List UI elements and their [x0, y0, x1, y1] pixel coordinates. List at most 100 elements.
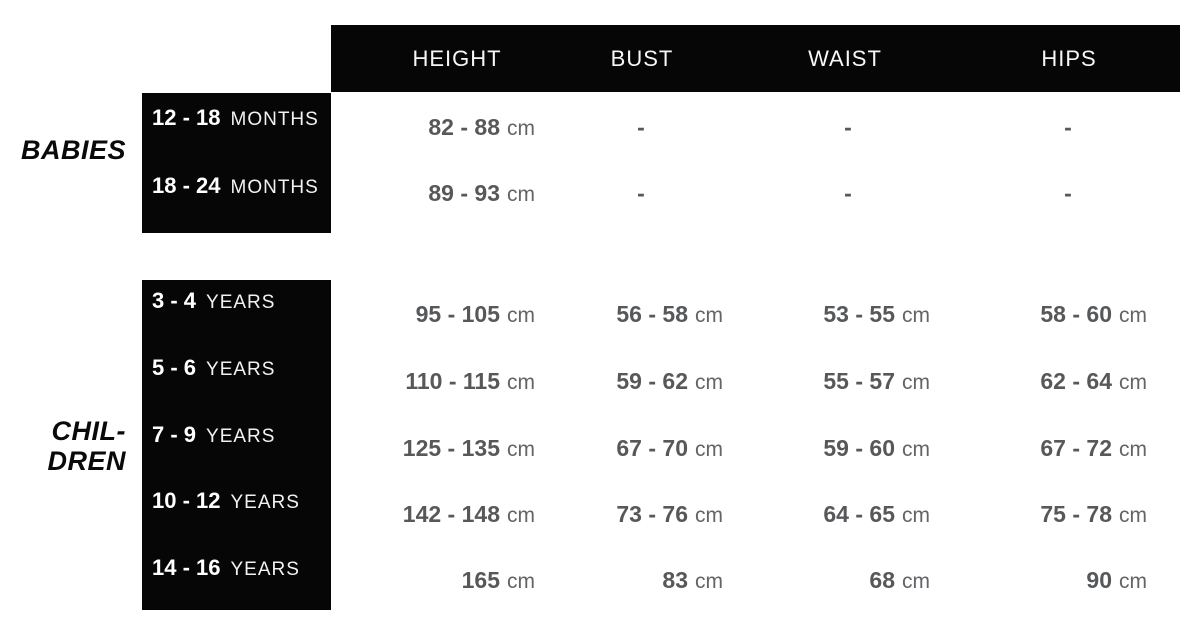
age-range-numbers: 18 - 24	[152, 173, 221, 198]
age-range-numbers: 5 - 6	[152, 355, 197, 380]
waist-value-cell: 64 - 65 cm	[823, 499, 930, 529]
waist-value-cell: 53 - 55 cm	[823, 299, 930, 329]
bust-value: 73 - 76	[616, 501, 688, 527]
column-header-bar: HEIGHT BUST WAIST HIPS	[331, 25, 1180, 92]
waist-value-cell: 68 cm	[869, 565, 930, 595]
bust-value-cell: 73 - 76 cm	[616, 499, 723, 529]
bust-value-cell: 67 - 70 cm	[616, 433, 723, 463]
height-value-cell: 142 - 148 cm	[403, 499, 535, 529]
unit-cm-label: cm	[695, 504, 723, 527]
unit-cm-label: cm	[695, 570, 723, 593]
unit-cm-label: cm	[1119, 438, 1147, 461]
no-value-dash-text: -	[1064, 180, 1072, 206]
unit-cm-label: cm	[902, 570, 930, 593]
unit-cm-label: cm	[1119, 371, 1147, 394]
no-value-dash-text: -	[844, 180, 852, 206]
age-range-unit: MONTHS	[230, 109, 319, 130]
hips-value-cell: 58 - 60 cm	[1040, 299, 1147, 329]
hips-value-cell: 67 - 72 cm	[1040, 433, 1147, 463]
height-value: 125 - 135	[402, 435, 500, 461]
age-range-unit: YEARS	[206, 292, 276, 313]
hips-value-cell: 62 - 64 cm	[1040, 366, 1147, 396]
hips-value: 58 - 60	[1040, 301, 1112, 327]
age-range-label: 3 - 4 YEARS	[152, 286, 275, 316]
no-value-dash: -	[1064, 178, 1072, 208]
waist-value: 64 - 65	[823, 501, 895, 527]
bust-value-cell: 59 - 62 cm	[616, 366, 723, 396]
age-range-unit: YEARS	[230, 492, 300, 513]
unit-cm-label: cm	[902, 438, 930, 461]
no-value-dash: -	[637, 178, 645, 208]
bust-value-cell: 56 - 58 cm	[616, 299, 723, 329]
unit-cm-label: cm	[695, 371, 723, 394]
height-value: 95 - 105	[415, 301, 500, 327]
unit-cm-label: cm	[902, 504, 930, 527]
hips-value: 75 - 78	[1040, 501, 1112, 527]
age-range-label: 14 - 16 YEARS	[152, 553, 300, 583]
height-value-cell: 95 - 105 cm	[416, 299, 535, 329]
waist-value-cell: 59 - 60 cm	[823, 433, 930, 463]
waist-value: 53 - 55	[823, 301, 895, 327]
unit-cm-label: cm	[1119, 304, 1147, 327]
height-value-cell: 82 - 88 cm	[428, 112, 535, 142]
age-range-label: 10 - 12 YEARS	[152, 486, 300, 516]
unit-cm-label: cm	[507, 570, 535, 593]
babies-age-box	[142, 93, 331, 233]
age-range-label: 12 - 18 MONTHS	[152, 103, 319, 133]
bust-value-cell: 83 cm	[662, 565, 723, 595]
group-name-line: BABIES	[20, 135, 126, 165]
unit-cm-label: cm	[695, 304, 723, 327]
column-header-waist: WAIST	[808, 45, 882, 71]
height-value: 110 - 115	[405, 368, 500, 394]
no-value-dash-text: -	[637, 180, 645, 206]
bust-value: 83	[662, 567, 688, 593]
height-value: 142 - 148	[402, 501, 500, 527]
age-range-numbers: 10 - 12	[152, 488, 221, 513]
no-value-dash: -	[844, 178, 852, 208]
column-header-hips: HIPS	[1041, 45, 1097, 71]
children-age-box	[142, 280, 331, 610]
column-header-height: HEIGHT	[412, 45, 502, 71]
bust-value: 56 - 58	[616, 301, 688, 327]
age-range-numbers: 14 - 16	[152, 555, 221, 580]
waist-value-cell: 55 - 57 cm	[823, 366, 930, 396]
hips-value: 90	[1086, 567, 1112, 593]
age-range-label: 5 - 6 YEARS	[152, 353, 275, 383]
unit-cm-label: cm	[902, 304, 930, 327]
height-value: 82 - 88	[428, 114, 500, 140]
height-value-cell: 89 - 93 cm	[428, 178, 535, 208]
height-value-cell: 165 cm	[462, 565, 535, 595]
waist-value: 68	[869, 567, 895, 593]
no-value-dash: -	[844, 112, 852, 142]
unit-cm-label: cm	[1119, 504, 1147, 527]
age-range-unit: YEARS	[206, 359, 276, 380]
age-range-numbers: 3 - 4	[152, 288, 197, 313]
no-value-dash: -	[1064, 112, 1072, 142]
age-range-unit: MONTHS	[230, 177, 319, 198]
no-value-dash-text: -	[637, 114, 645, 140]
hips-value: 67 - 72	[1040, 435, 1112, 461]
age-range-numbers: 7 - 9	[152, 422, 197, 447]
unit-cm-label: cm	[1119, 570, 1147, 593]
height-value: 89 - 93	[428, 180, 500, 206]
height-value-cell: 110 - 115 cm	[405, 366, 535, 396]
age-range-label: 18 - 24 MONTHS	[152, 171, 319, 201]
age-range-unit: YEARS	[206, 426, 276, 447]
height-value-cell: 125 - 135 cm	[403, 433, 535, 463]
group-name-babies: BABIES	[0, 135, 126, 165]
group-name-line: DREN	[47, 446, 126, 476]
unit-cm-label: cm	[507, 438, 535, 461]
hips-value-cell: 75 - 78 cm	[1040, 499, 1147, 529]
unit-cm-label: cm	[902, 371, 930, 394]
height-value: 165	[461, 567, 500, 593]
unit-cm-label: cm	[507, 183, 535, 206]
age-range-label: 7 - 9 YEARS	[152, 420, 275, 450]
no-value-dash-text: -	[1064, 114, 1072, 140]
unit-cm-label: cm	[507, 371, 535, 394]
age-range-numbers: 12 - 18	[152, 105, 221, 130]
bust-value: 59 - 62	[616, 368, 688, 394]
column-header-bust: BUST	[610, 45, 674, 71]
no-value-dash-text: -	[844, 114, 852, 140]
waist-value: 55 - 57	[823, 368, 895, 394]
waist-value: 59 - 60	[823, 435, 895, 461]
